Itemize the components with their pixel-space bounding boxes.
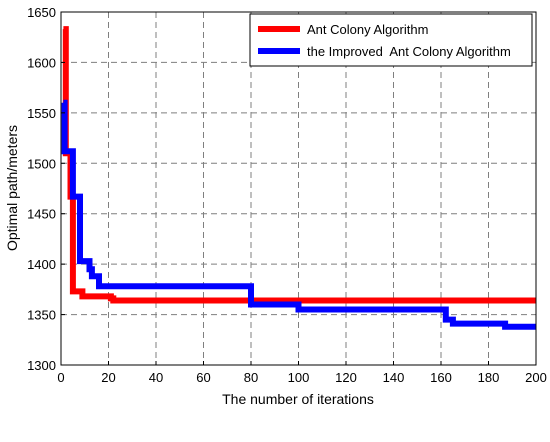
legend-label-ant-colony: Ant Colony Algorithm [307, 22, 428, 37]
series-layer [61, 26, 536, 330]
x-tick-label: 80 [244, 370, 258, 385]
y-tick-label: 1450 [27, 207, 56, 222]
x-tick-label: 140 [383, 370, 405, 385]
y-tick-label: 1300 [27, 358, 56, 373]
y-tick-label: 1350 [27, 308, 56, 323]
legend-box [249, 13, 533, 67]
y-tick-label: 1550 [27, 106, 56, 121]
x-tick-label: 120 [335, 370, 357, 385]
x-tick-label: 160 [430, 370, 452, 385]
x-tick-label: 180 [478, 370, 500, 385]
x-tick-label: 40 [149, 370, 163, 385]
x-axis-label: The number of iterations [222, 391, 374, 407]
x-tick-label: 20 [101, 370, 115, 385]
axis-ticks: 0 20 40 60 80 100 120 140 160 180 200 1300 1350 1400 1… [27, 5, 547, 385]
legend-label-improved-ant-colony: the Improved Ant Colony Algorithm [307, 44, 511, 59]
legend: Ant Colony Algorithm the Improved Ant Co… [249, 13, 533, 67]
y-tick-label: 1500 [27, 156, 56, 171]
x-tick-label: 0 [57, 370, 64, 385]
y-tick-label: 1600 [27, 55, 56, 70]
y-tick-label: 1650 [27, 5, 56, 20]
x-tick-label: 60 [196, 370, 210, 385]
x-tick-label: 100 [288, 370, 310, 385]
series-line-the-improved-ant-colony-algorithm [61, 99, 536, 330]
y-axis-label: Optimal path/meters [4, 125, 20, 251]
y-tick-label: 1400 [27, 257, 56, 272]
x-tick-label: 200 [525, 370, 547, 385]
